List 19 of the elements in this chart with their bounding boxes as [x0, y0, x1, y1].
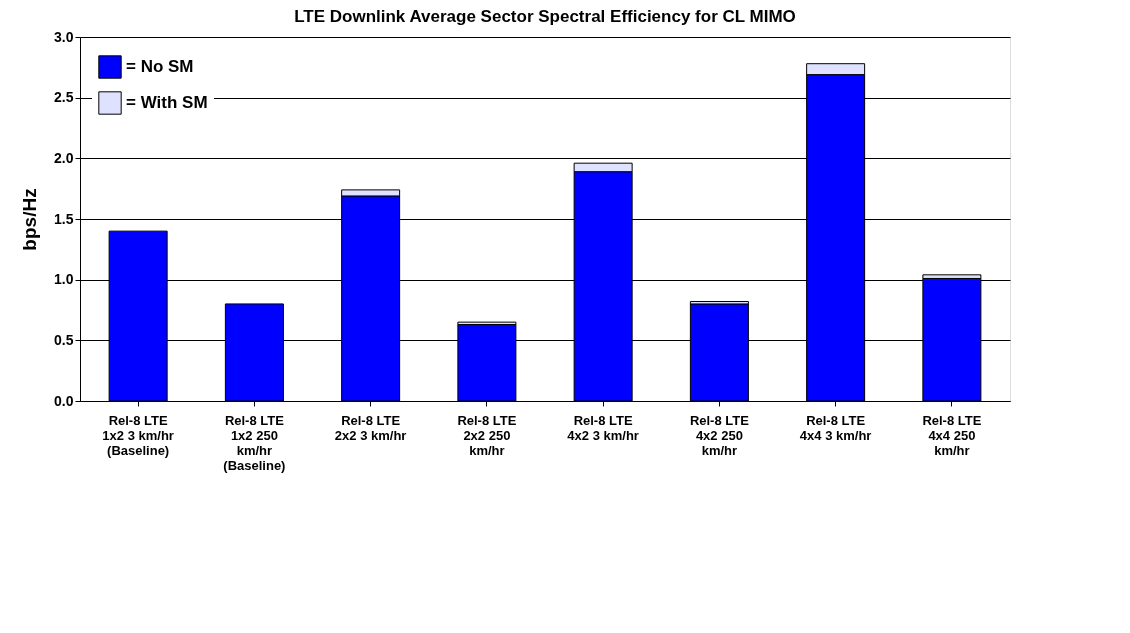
x-tick-label: Rel-8 LTE 2x2 250 km/hr: [457, 412, 517, 458]
y-tick-label: 0.0: [54, 392, 74, 409]
x-tick-label: Rel-8 LTE 1x2 250 km/hr (Baseline): [223, 412, 286, 473]
y-tick-label: 2.0: [54, 149, 74, 166]
x-tick-label: Rel-8 LTE 4x4 3 km/hr: [799, 412, 872, 443]
y-axis-title: bps/Hz: [19, 188, 41, 251]
legend-label: = No SM: [126, 57, 194, 76]
x-tick-label: Rel-8 LTE 1x2 3 km/hr (Baseline): [102, 412, 174, 458]
y-tick-label: 3.0: [54, 28, 74, 45]
x-tick-label: Rel-8 LTE 2x2 3 km/hr: [334, 412, 407, 443]
x-tick-label: Rel-8 LTE 4x4 250 km/hr: [922, 412, 982, 458]
y-tick-label: 1.5: [54, 210, 74, 227]
x-tick-label: Rel-8 LTE 4x2 250 km/hr: [689, 412, 750, 458]
y-tick-label: 1.0: [54, 271, 74, 288]
y-tick-label: 2.5: [54, 89, 74, 106]
legend-label: = With SM: [126, 93, 208, 112]
chart-title: LTE Downlink Average Sector Spectral Efficiency for CL MIMO: [294, 7, 796, 26]
y-tick-label: 0.5: [54, 331, 74, 348]
x-tick-label: Rel-8 LTE 4x2 3 km/hr: [567, 412, 639, 443]
